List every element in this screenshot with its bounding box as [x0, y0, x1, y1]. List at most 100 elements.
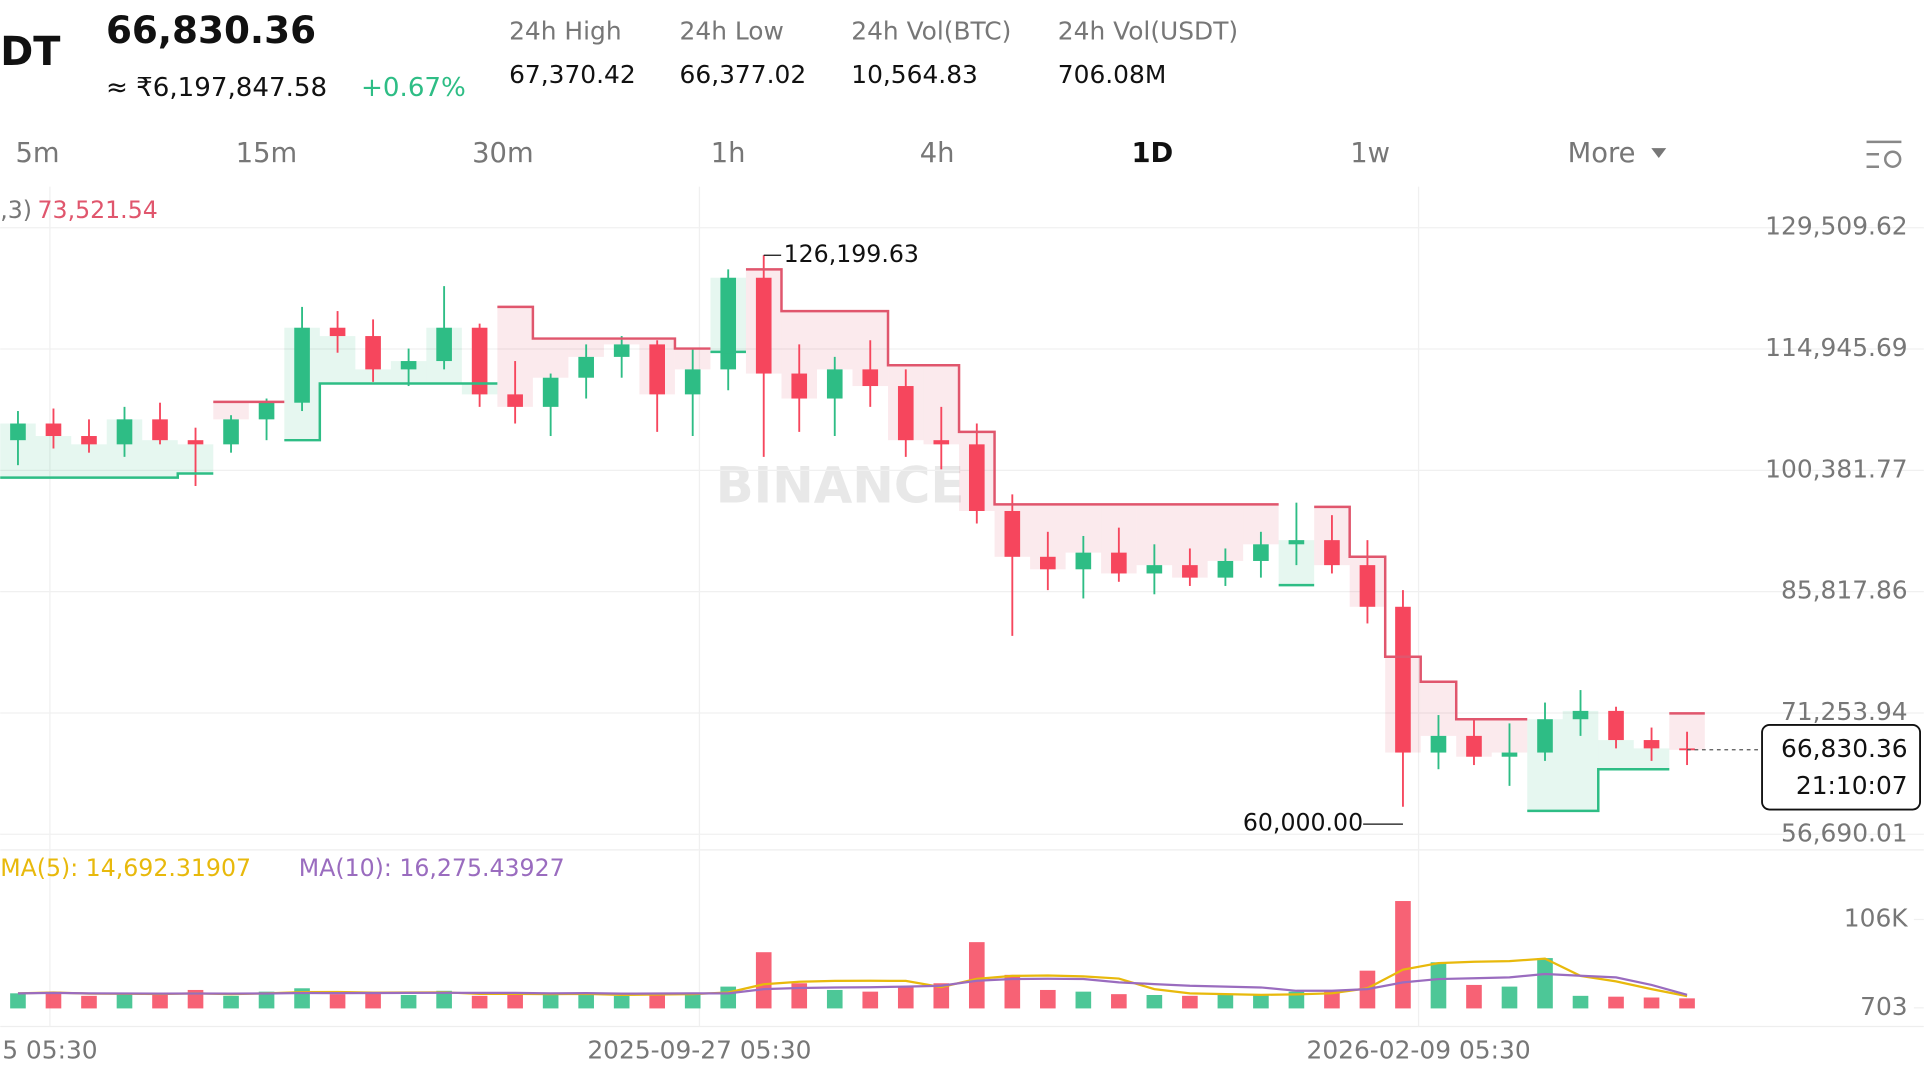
volume-bar [1466, 984, 1482, 1009]
legend-value: 73,521.54 [38, 196, 158, 224]
candle-body [507, 394, 523, 407]
volume-bar [45, 991, 62, 1009]
tab[interactable]: 1h [711, 138, 746, 169]
fiat-price: ≈ ₹6,197,847.58 [106, 73, 327, 103]
candle-body [755, 277, 772, 374]
stat-value: 706.08M [1058, 60, 1167, 89]
volume-bar [968, 942, 985, 1009]
volume-bar [1608, 996, 1624, 1009]
volume-bar [542, 994, 559, 1009]
candle-body [116, 419, 133, 445]
candle-body [1146, 565, 1163, 574]
candle-body [1608, 710, 1624, 741]
tab[interactable]: 1w [1350, 138, 1390, 169]
stat-label: 24h Vol(USDT) [1058, 16, 1238, 45]
candle-body [258, 402, 275, 420]
volume-bar [1395, 901, 1411, 1009]
watermark: BINANCE [716, 456, 965, 514]
candle-body [1111, 552, 1127, 574]
volume-bar [933, 983, 950, 1009]
x-tick-label: 2025-09-27 05:30 [587, 1035, 811, 1064]
volume-bar [1501, 986, 1518, 1009]
candle-body [1430, 735, 1447, 753]
candle-body [1004, 510, 1021, 557]
candle-body [791, 373, 808, 399]
settings-icon[interactable] [1866, 140, 1902, 168]
symbol: DT [0, 29, 60, 75]
volume-bar [862, 991, 879, 1009]
volume-bar [1004, 974, 1021, 1009]
candle-body [968, 444, 985, 511]
candle-body [578, 356, 594, 378]
volume-bar [1111, 994, 1127, 1009]
candle-body [862, 369, 879, 387]
y-tick-label: 56,690.01 [1781, 818, 1908, 847]
volume-bar [223, 995, 239, 1009]
candle-body [1359, 565, 1376, 607]
candle-body [1537, 719, 1553, 753]
volume-bar [1253, 994, 1269, 1009]
legend-name: ,3) [0, 196, 32, 224]
tab-active[interactable]: 1D [1131, 138, 1173, 169]
y-tick-label: 71,253.94 [1781, 697, 1908, 726]
candle-body [649, 344, 665, 395]
candle-body [187, 440, 204, 445]
tab[interactable]: 4h [920, 138, 955, 169]
trend-fill [532, 338, 569, 378]
stat-value: 66,377.02 [680, 60, 807, 89]
y-tick-label: 114,945.69 [1765, 333, 1907, 362]
volume-bar [613, 995, 630, 1009]
volume-bar [826, 989, 843, 1009]
tab[interactable]: 15m [236, 138, 297, 169]
candle-body [1075, 552, 1092, 570]
candle-body [720, 277, 737, 370]
legend-entry: MA(5): 14,692.31907 [0, 854, 251, 882]
x-tick-label: 2026-02-09 05:30 [1307, 1035, 1531, 1064]
candle-body [223, 419, 239, 445]
supertrend-line [213, 268, 1705, 721]
volume-bar [720, 986, 737, 1009]
volume-bar [578, 993, 594, 1009]
min-label: 60,000.00 [1243, 809, 1363, 837]
candle-body [436, 327, 452, 362]
volume-bar [1182, 995, 1198, 1009]
volume-bar [649, 994, 665, 1009]
volume-bar [1324, 989, 1340, 1009]
candle-body [1324, 540, 1340, 566]
max-label: 126,199.63 [784, 240, 919, 268]
volume-bar [116, 994, 133, 1009]
tab[interactable]: 30m [472, 138, 533, 169]
candle-body [1253, 544, 1269, 561]
stat-value: 67,370.42 [509, 60, 636, 89]
stat-label: 24h Vol(BTC) [851, 16, 1011, 45]
candle-body [10, 423, 26, 441]
volume-bar [1537, 958, 1553, 1009]
legend-entry: MA(10): 16,275.43927 [299, 854, 565, 882]
volume-bar [471, 995, 488, 1009]
volume-bar [258, 991, 275, 1009]
candle-body [365, 336, 381, 370]
tab-more[interactable]: More [1568, 138, 1636, 169]
tab[interactable]: 5m [15, 138, 59, 169]
supertrend-line [0, 350, 1670, 813]
candle-body [1040, 556, 1056, 570]
volume-bar [365, 993, 381, 1009]
volume-bar [507, 994, 523, 1009]
volume-bar [1146, 994, 1163, 1009]
candle-body [329, 327, 346, 337]
candle-body [400, 361, 417, 370]
volume-bar [1075, 991, 1092, 1009]
y-tick-label: 100,381.77 [1765, 454, 1907, 483]
ma-line [17, 972, 1688, 996]
stat-value: 10,564.83 [851, 60, 978, 89]
dropdown-icon [1651, 148, 1667, 159]
x-tick-label: 5 05:30 [2, 1035, 97, 1064]
y-tick-label: 85,817.86 [1781, 576, 1908, 605]
volume-bar [1430, 962, 1447, 1009]
candle-body [684, 369, 701, 395]
candle-body [826, 369, 843, 399]
last-price-box [1761, 723, 1921, 811]
y-tick-label: 703 [1860, 992, 1907, 1021]
